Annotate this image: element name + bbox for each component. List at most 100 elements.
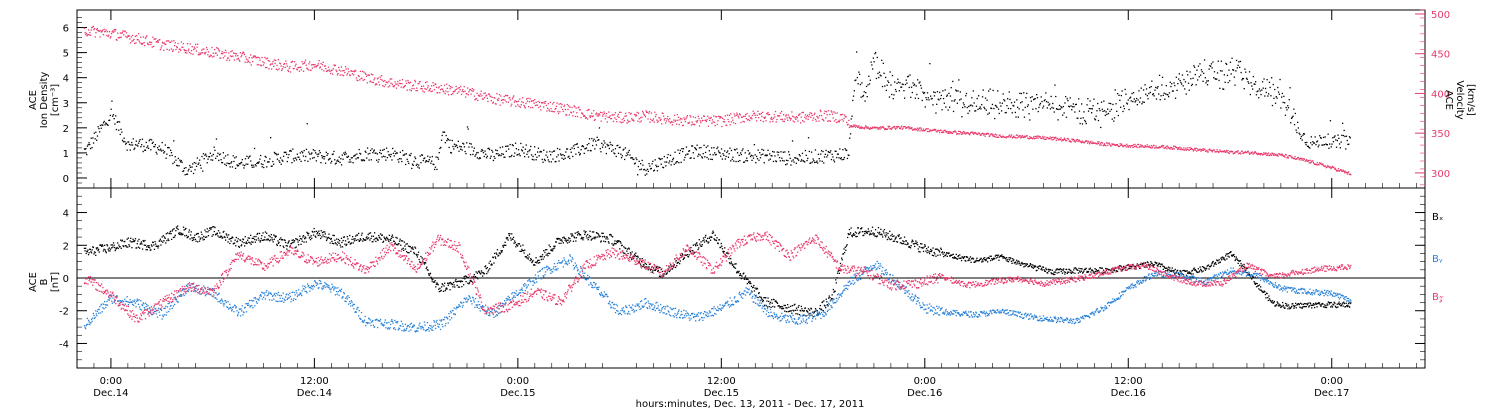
density-point xyxy=(601,146,604,148)
velocity-point xyxy=(1230,150,1232,152)
velocity-point xyxy=(417,82,419,85)
density-point xyxy=(877,72,879,75)
velocity-point xyxy=(863,128,866,130)
density-point xyxy=(1028,113,1030,115)
density-point xyxy=(270,165,272,167)
velocity-point xyxy=(108,31,111,33)
velocity-point xyxy=(1034,138,1036,140)
density-point xyxy=(1017,116,1019,118)
density-point xyxy=(709,153,711,156)
density-point xyxy=(126,149,128,151)
velocity-point xyxy=(1174,145,1176,147)
density-point xyxy=(591,137,593,140)
density-point xyxy=(1281,96,1283,98)
b-point xyxy=(223,236,226,238)
density-point xyxy=(913,83,916,85)
velocity-point xyxy=(781,110,783,113)
velocity-point xyxy=(97,30,99,32)
density-point xyxy=(659,158,661,160)
velocity-point xyxy=(1216,149,1218,151)
velocity-point xyxy=(1182,149,1184,151)
velocity-point xyxy=(439,92,441,94)
velocity-point xyxy=(827,110,830,112)
b-point xyxy=(750,282,752,285)
b-point xyxy=(154,241,156,243)
velocity-point xyxy=(1132,146,1134,149)
density-point xyxy=(1013,105,1015,107)
b-point xyxy=(816,310,818,312)
velocity-point xyxy=(633,114,636,116)
density-point xyxy=(1191,83,1193,85)
b-point xyxy=(514,240,516,242)
density-point xyxy=(1347,143,1349,146)
density-point xyxy=(959,91,961,93)
velocity-point xyxy=(403,86,405,88)
velocity-point xyxy=(83,27,86,29)
b-point xyxy=(428,273,430,275)
velocity-point xyxy=(1150,147,1152,149)
velocity-point xyxy=(888,127,890,129)
velocity-point xyxy=(788,116,790,118)
velocity-point xyxy=(1220,150,1222,153)
velocity-point xyxy=(618,116,620,118)
density-point xyxy=(731,158,733,161)
b-point xyxy=(455,281,458,283)
density-point xyxy=(479,157,481,159)
velocity-point xyxy=(209,54,212,56)
velocity-point xyxy=(237,57,239,59)
b-point xyxy=(210,228,212,231)
b-point xyxy=(126,238,128,240)
velocity-point xyxy=(580,116,582,119)
b-point xyxy=(385,239,387,241)
b-point xyxy=(117,247,119,250)
density-point xyxy=(780,151,782,153)
b-point xyxy=(276,243,278,246)
density-point xyxy=(1332,137,1334,139)
velocity-point xyxy=(415,90,417,92)
velocity-point xyxy=(91,26,94,28)
velocity-point xyxy=(423,91,425,93)
density-point xyxy=(99,131,101,133)
velocity-point xyxy=(615,118,617,121)
velocity-point xyxy=(956,133,958,135)
b-point xyxy=(620,242,622,244)
velocity-point xyxy=(563,105,565,108)
velocity-point xyxy=(886,128,888,130)
b-point xyxy=(569,237,571,240)
velocity-point xyxy=(627,119,629,121)
velocity-point xyxy=(1146,144,1148,146)
velocity-point xyxy=(898,126,900,128)
velocity-point xyxy=(929,129,931,131)
b-point xyxy=(375,240,377,243)
velocity-point xyxy=(226,57,229,59)
b-point xyxy=(747,278,749,281)
density-point xyxy=(112,115,114,117)
b-point xyxy=(597,233,599,235)
velocity-point xyxy=(762,120,764,123)
density-point xyxy=(248,156,250,158)
density-point xyxy=(926,92,929,94)
density-point xyxy=(141,144,143,146)
density-point xyxy=(748,153,750,155)
b-point xyxy=(425,267,427,270)
density-point xyxy=(1309,147,1311,149)
b-point xyxy=(521,250,524,252)
density-point xyxy=(280,163,282,165)
density-point xyxy=(1203,72,1205,74)
velocity-point xyxy=(1195,147,1197,149)
density-point xyxy=(391,159,393,161)
velocity-point xyxy=(911,129,914,131)
velocity-point xyxy=(1001,136,1003,139)
velocity-point xyxy=(121,32,123,34)
density-point xyxy=(179,159,181,161)
velocity-point xyxy=(1237,150,1239,152)
b-point xyxy=(356,234,359,236)
b-point xyxy=(429,273,431,275)
velocity-point xyxy=(877,128,879,130)
velocity-point xyxy=(936,131,938,133)
velocity-point xyxy=(1083,142,1085,144)
velocity-point xyxy=(626,122,628,124)
velocity-point xyxy=(592,115,594,117)
velocity-point xyxy=(89,31,91,34)
velocity-point xyxy=(870,127,872,130)
